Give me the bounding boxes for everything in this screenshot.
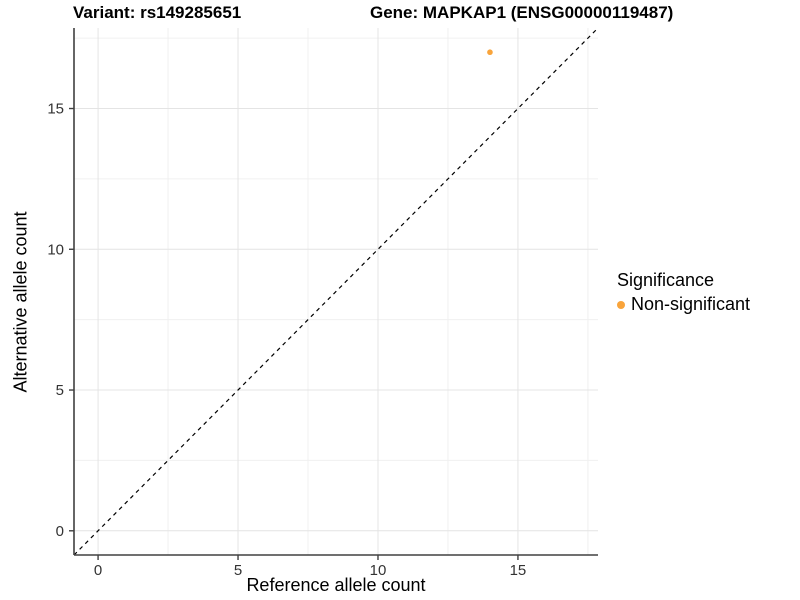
y-tick-label: 15 [47,101,64,118]
legend-item-non-significant: Non-significant [617,294,750,315]
identity-dashed-line [73,27,599,556]
non-significant-dot-icon [617,300,625,309]
x-tick-label: 10 [370,562,387,579]
legend: Significance Non-significant [617,270,750,315]
y-tick-label: 10 [47,241,64,258]
data-point [487,49,493,56]
legend-title: Significance [617,270,715,290]
y-tick-label: 5 [56,382,64,399]
x-tick-label: 5 [234,562,242,579]
x-axis-title: Reference allele count [246,575,426,595]
plot-title-gene: Gene: MAPKAP1 (ENSG00000119487) [370,3,674,22]
y-tick-label: 0 [56,523,64,540]
x-tick-label: 0 [94,562,102,579]
y-axis-title: Alternative allele count [10,211,31,393]
legend-item-label: Non-significant [631,294,751,314]
x-tick-label: 15 [510,562,527,579]
plot-title-variant: Variant: rs149285651 [73,3,242,22]
